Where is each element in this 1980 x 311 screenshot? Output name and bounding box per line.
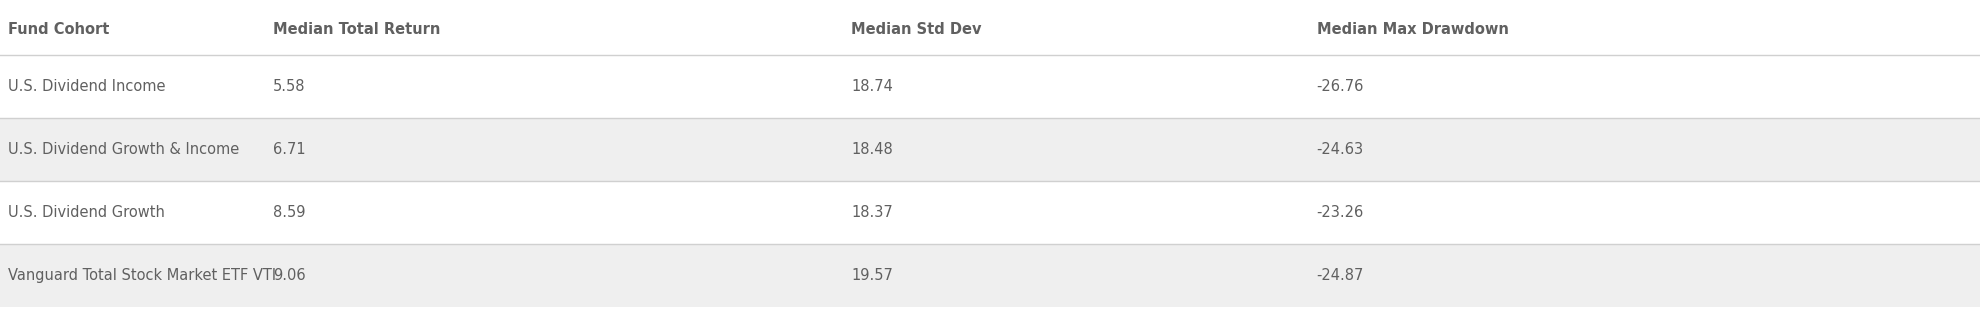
Text: -23.26: -23.26	[1317, 205, 1364, 220]
Bar	[0, 55, 1980, 118]
Text: U.S. Dividend Growth: U.S. Dividend Growth	[8, 205, 164, 220]
Text: 19.57: 19.57	[851, 268, 893, 283]
Text: 9.06: 9.06	[273, 268, 305, 283]
Text: 18.37: 18.37	[851, 205, 893, 220]
Text: 8.59: 8.59	[273, 205, 305, 220]
Text: U.S. Dividend Growth & Income: U.S. Dividend Growth & Income	[8, 142, 240, 157]
Text: 6.71: 6.71	[273, 142, 305, 157]
Text: Median Max Drawdown: Median Max Drawdown	[1317, 22, 1509, 38]
Text: Median Total Return: Median Total Return	[273, 22, 442, 38]
Text: 18.48: 18.48	[851, 142, 893, 157]
Text: 5.58: 5.58	[273, 79, 305, 94]
Bar	[0, 244, 1980, 307]
Bar	[0, 5, 1980, 55]
Text: U.S. Dividend Income: U.S. Dividend Income	[8, 79, 166, 94]
Bar	[0, 118, 1980, 181]
Text: 18.74: 18.74	[851, 79, 893, 94]
Bar	[0, 181, 1980, 244]
Text: -24.87: -24.87	[1317, 268, 1364, 283]
Text: Median Std Dev: Median Std Dev	[851, 22, 982, 38]
Text: Vanguard Total Stock Market ETF VTI: Vanguard Total Stock Market ETF VTI	[8, 268, 275, 283]
Text: -24.63: -24.63	[1317, 142, 1364, 157]
Text: Fund Cohort: Fund Cohort	[8, 22, 109, 38]
Text: -26.76: -26.76	[1317, 79, 1364, 94]
